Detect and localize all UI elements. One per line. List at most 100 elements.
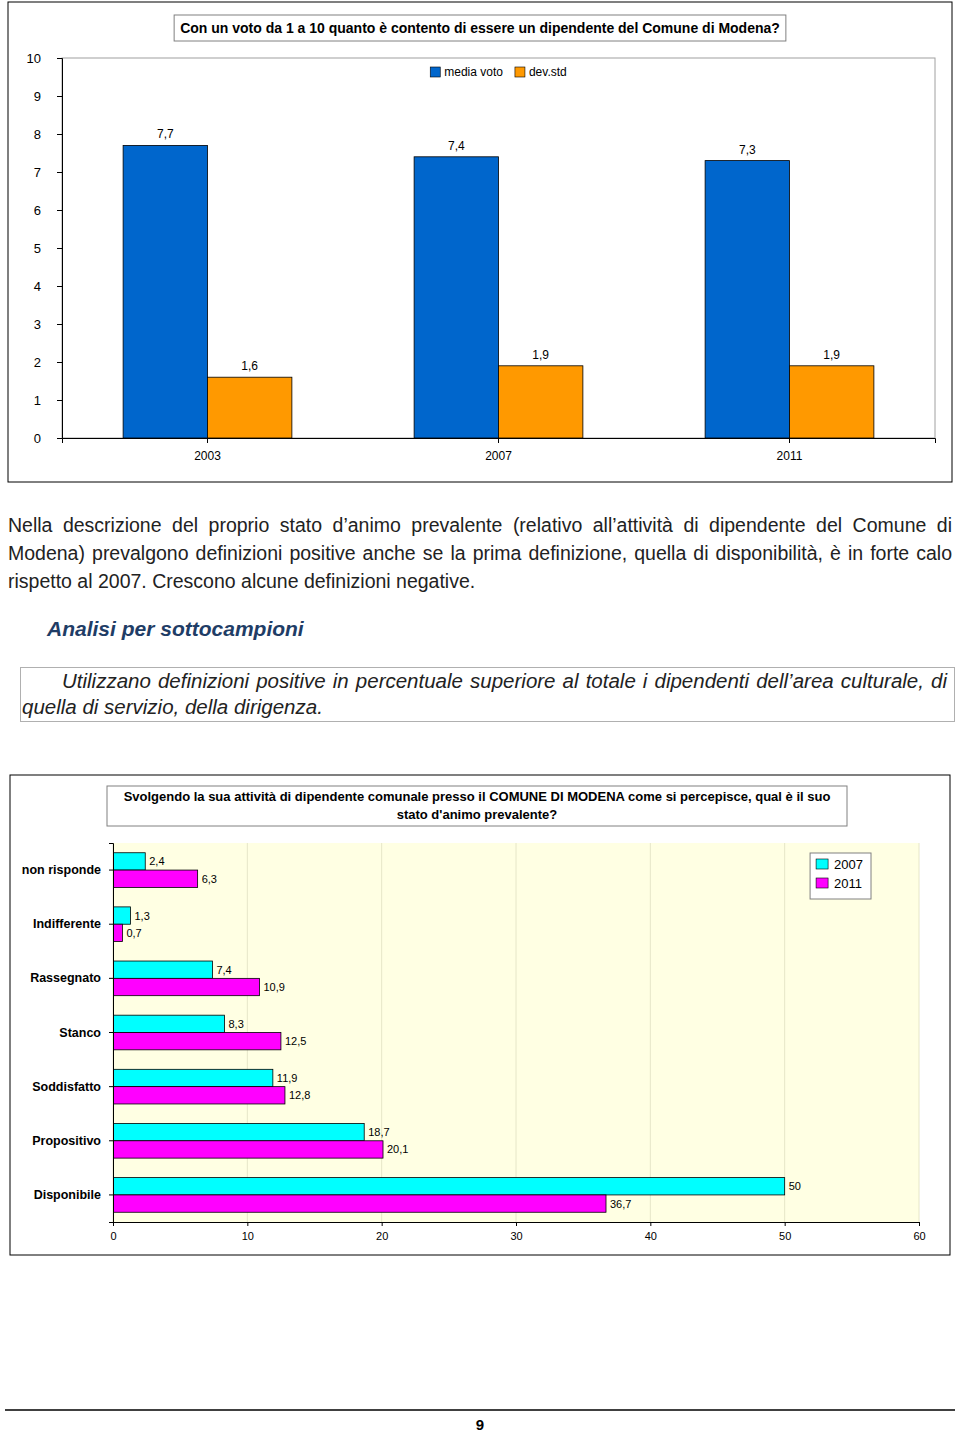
tick: 0 bbox=[110, 1222, 116, 1242]
chart-frame bbox=[8, 2, 952, 482]
tick-mark bbox=[109, 1140, 113, 1141]
tick: Soddisfatto bbox=[32, 1080, 113, 1094]
bar bbox=[208, 377, 292, 438]
legend-swatch bbox=[816, 878, 828, 888]
tick-label: 2 bbox=[34, 355, 41, 370]
tick: 2003 bbox=[194, 438, 221, 463]
tick: 2 bbox=[34, 355, 62, 370]
grid-line bbox=[784, 843, 785, 1222]
grid-line bbox=[919, 843, 920, 1222]
tick-mark bbox=[57, 58, 62, 59]
bar bbox=[705, 161, 789, 438]
plot-area bbox=[113, 843, 919, 1222]
tick-label: Soddisfatto bbox=[32, 1080, 101, 1094]
paragraph: Nella descrizione del proprio stato d’an… bbox=[8, 511, 952, 595]
page: Con un voto da 1 a 10 quanto è contento … bbox=[0, 0, 960, 1433]
tick-mark bbox=[109, 870, 113, 871]
data-label: 8,3 bbox=[228, 1018, 243, 1030]
tick: Rassegnato bbox=[30, 971, 113, 985]
tick-label: 2003 bbox=[194, 449, 221, 463]
tick: 10 bbox=[27, 51, 62, 66]
tick-mark bbox=[109, 1194, 113, 1195]
bar bbox=[113, 961, 212, 978]
tick-mark bbox=[247, 1222, 248, 1226]
tick: 8 bbox=[34, 127, 62, 142]
bar bbox=[414, 157, 498, 438]
tick-mark bbox=[57, 248, 62, 249]
tick: 60 bbox=[913, 1222, 925, 1242]
axis-line bbox=[109, 844, 114, 1223]
tick-label: 2007 bbox=[485, 449, 512, 463]
tick-label: 5 bbox=[34, 241, 41, 256]
tick-label: 3 bbox=[34, 317, 41, 332]
tick: 3 bbox=[34, 317, 62, 332]
tick-mark bbox=[109, 1032, 113, 1033]
grid bbox=[113, 843, 919, 1222]
tick-mark bbox=[57, 400, 62, 401]
tick-mark bbox=[109, 978, 113, 979]
tick-mark bbox=[516, 1222, 517, 1226]
tick: Stanco bbox=[59, 1026, 113, 1040]
bar bbox=[113, 1069, 273, 1086]
tick-label: Indifferente bbox=[33, 917, 101, 931]
data-labels: 7,77,47,31,61,91,9 bbox=[157, 127, 840, 373]
data-label: 12,5 bbox=[285, 1035, 306, 1047]
tick: 2011 bbox=[777, 438, 803, 463]
tick-label: 20 bbox=[376, 1230, 388, 1242]
data-label: 1,3 bbox=[134, 910, 149, 922]
plot-frame bbox=[62, 58, 935, 438]
tick-label: 8 bbox=[34, 127, 41, 142]
tick-label: 4 bbox=[34, 279, 41, 294]
bar bbox=[113, 1087, 285, 1104]
tick-mark bbox=[57, 96, 62, 97]
bar bbox=[113, 1195, 606, 1212]
legend-box bbox=[810, 853, 871, 899]
legend-swatch bbox=[515, 67, 525, 77]
bar bbox=[790, 366, 874, 438]
tick: 0 bbox=[34, 431, 62, 446]
tick-label: Stanco bbox=[59, 1026, 101, 1040]
data-label: 1,6 bbox=[241, 359, 258, 373]
tick-label: 9 bbox=[34, 89, 41, 104]
tick-mark bbox=[109, 924, 113, 925]
bar bbox=[113, 1123, 364, 1140]
data-label: 36,7 bbox=[610, 1198, 631, 1210]
legend-label: 2007 bbox=[834, 857, 863, 872]
page-number: 9 bbox=[476, 1416, 484, 1433]
tick: Indifferente bbox=[33, 917, 113, 931]
x-axis: 0102030405060 bbox=[110, 1222, 925, 1242]
legend-label: dev.std bbox=[529, 65, 567, 79]
data-label: 50 bbox=[789, 1180, 801, 1192]
legend-label: 2011 bbox=[834, 876, 862, 891]
bar bbox=[113, 924, 122, 941]
data-label: 7,4 bbox=[448, 139, 465, 153]
chart-title: Svolgendo la sua attività di dipendente … bbox=[107, 786, 847, 824]
data-labels: 2,41,37,48,311,918,7506,30,710,912,512,8… bbox=[126, 855, 801, 1209]
axis-line bbox=[114, 1223, 920, 1227]
legend: media votodev.std bbox=[430, 65, 567, 79]
tick-label: Propositivo bbox=[32, 1134, 101, 1148]
chart: Con un voto da 1 a 10 quanto è contento … bbox=[8, 2, 952, 482]
tick-label: Disponibile bbox=[34, 1188, 101, 1202]
tick-mark bbox=[498, 438, 499, 443]
title-box bbox=[107, 786, 847, 826]
tick: 5 bbox=[34, 241, 62, 256]
bar bbox=[123, 145, 207, 438]
tick: 2007 bbox=[485, 438, 512, 463]
chart-title: Con un voto da 1 a 10 quanto è contento … bbox=[180, 20, 780, 36]
tick-label: 10 bbox=[242, 1230, 254, 1242]
bar bbox=[113, 1033, 281, 1050]
tick-mark bbox=[785, 1222, 786, 1226]
data-label: 11,9 bbox=[277, 1072, 298, 1084]
tick-label: 60 bbox=[913, 1230, 925, 1242]
tick-label: non risponde bbox=[22, 863, 101, 877]
tick-mark bbox=[57, 210, 62, 211]
bar bbox=[113, 978, 259, 995]
legend-swatch bbox=[816, 859, 828, 869]
legend-swatch bbox=[430, 67, 440, 77]
data-label: 0,7 bbox=[126, 927, 141, 939]
tick-label: 6 bbox=[34, 203, 41, 218]
x-axis: 2003 2007 2011 bbox=[63, 438, 936, 463]
tick-label: Rassegnato bbox=[30, 971, 101, 985]
tick: 7 bbox=[34, 165, 62, 180]
